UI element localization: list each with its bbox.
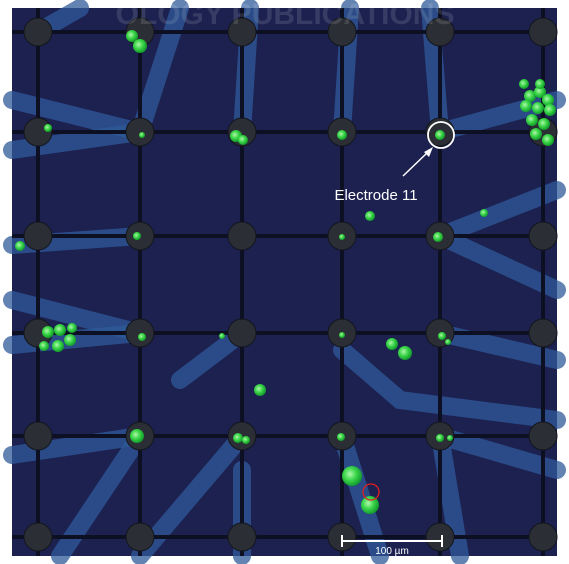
cell bbox=[15, 241, 25, 251]
cell bbox=[337, 433, 345, 441]
cell bbox=[54, 324, 66, 336]
cell bbox=[233, 433, 243, 443]
cell bbox=[438, 332, 446, 340]
cell bbox=[219, 333, 225, 339]
electrode bbox=[529, 222, 557, 250]
cell bbox=[42, 326, 54, 338]
annotation-label: Electrode 11 bbox=[334, 187, 417, 204]
electrode bbox=[126, 523, 154, 551]
cell bbox=[133, 232, 141, 240]
cell bbox=[342, 466, 362, 486]
cell bbox=[139, 132, 145, 138]
cell bbox=[238, 135, 248, 145]
electrode bbox=[426, 523, 454, 551]
cell bbox=[519, 79, 529, 89]
electrode bbox=[24, 222, 52, 250]
cell bbox=[242, 436, 250, 444]
cell bbox=[447, 435, 453, 441]
cell bbox=[64, 334, 76, 346]
cell bbox=[52, 340, 64, 352]
cell bbox=[530, 128, 542, 140]
cell bbox=[535, 79, 545, 89]
cell bbox=[433, 232, 443, 242]
cell bbox=[544, 104, 556, 116]
cell bbox=[435, 130, 445, 140]
page: OLOGY PUBLICATIONS Electrode 11 100 µm (… bbox=[0, 0, 569, 564]
cell bbox=[436, 434, 444, 442]
cell bbox=[67, 323, 77, 333]
cell bbox=[339, 234, 345, 240]
electrode bbox=[24, 118, 52, 146]
cell bbox=[386, 338, 398, 350]
cell bbox=[526, 114, 538, 126]
cell bbox=[520, 100, 532, 112]
electrode bbox=[529, 319, 557, 347]
cell bbox=[445, 339, 451, 345]
scale-bar-label: 100 µm bbox=[375, 546, 409, 557]
cell bbox=[339, 332, 345, 338]
cell bbox=[254, 384, 266, 396]
cell bbox=[480, 209, 488, 217]
cell bbox=[138, 333, 146, 341]
micrograph: OLOGY PUBLICATIONS Electrode 11 100 µm bbox=[0, 0, 569, 564]
electrode bbox=[24, 422, 52, 450]
cell bbox=[532, 102, 544, 114]
electrode bbox=[126, 319, 154, 347]
electrode bbox=[529, 422, 557, 450]
electrode bbox=[24, 18, 52, 46]
cell bbox=[130, 429, 144, 443]
cell bbox=[44, 124, 52, 132]
electrode bbox=[228, 319, 256, 347]
cell bbox=[39, 341, 49, 351]
cell bbox=[133, 39, 147, 53]
watermark: OLOGY PUBLICATIONS bbox=[116, 0, 455, 31]
cell bbox=[542, 94, 554, 106]
cell bbox=[542, 134, 554, 146]
electrode bbox=[126, 118, 154, 146]
electrode bbox=[529, 18, 557, 46]
electrode bbox=[228, 523, 256, 551]
cell bbox=[398, 346, 412, 360]
electrode bbox=[24, 523, 52, 551]
cell bbox=[538, 118, 550, 130]
cell bbox=[365, 211, 375, 221]
electrode bbox=[529, 523, 557, 551]
electrode bbox=[228, 222, 256, 250]
image-background bbox=[12, 8, 557, 556]
cell bbox=[337, 130, 347, 140]
